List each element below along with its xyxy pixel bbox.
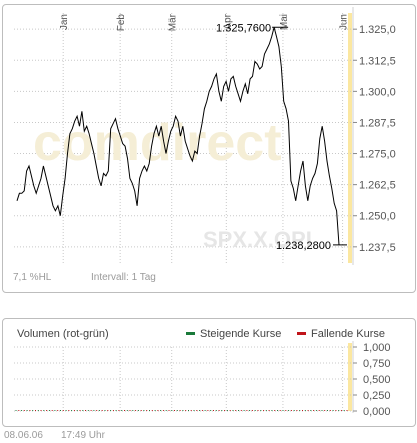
footer-time: 17:49 Uhr [61, 430, 105, 441]
current-day-highlight [348, 13, 352, 263]
y-tick-label: 0,000 [363, 406, 391, 418]
month-labels: Jan Feb Mär Apr Mai Jun [59, 13, 349, 31]
volume-grid [14, 341, 354, 413]
legend-swatch-falling [297, 332, 306, 335]
price-series [16, 27, 340, 245]
y-tick-label: 1,000 [363, 342, 391, 354]
y-tick-label: 0,250 [363, 390, 391, 402]
price-grid [14, 7, 354, 265]
month-label: Mär [168, 13, 179, 31]
high-label: 1.325,7600 [216, 22, 271, 34]
legend-label-falling: Fallende Kurse [311, 328, 385, 340]
hl-percent: 7,1 %HL [13, 272, 52, 283]
y-tick-label: 1.300,0 [359, 86, 396, 98]
volume-chart: 1,000 0,750 0,500 0,250 0,000 Volumen (rot-g… [14, 328, 391, 418]
month-label: Feb [116, 14, 127, 32]
current-day-highlight [348, 343, 352, 411]
volume-title: Volumen (rot-grün) [17, 328, 109, 340]
price-chart-panel: comdirect SPX.X.OPI Jan Feb Mär Apr Mai Jun 1.… [2, 4, 416, 293]
price-chart: comdirect SPX.X.OPI Jan Feb Mär Apr Mai Jun 1.… [13, 7, 396, 283]
price-markers: 1.325,7600 1.238,2800 [216, 22, 347, 252]
symbol-watermark: SPX.X.OPI [203, 227, 312, 252]
y-tick-label: 0,500 [363, 374, 391, 386]
volume-header: Volumen (rot-grün) Steigende Kurse Fallend… [17, 328, 385, 340]
price-footer: 7,1 %HL Intervall: 1 Tag [13, 272, 156, 283]
month-label: Jun [339, 14, 350, 30]
y-tick-label: 1.325,0 [359, 24, 396, 36]
y-tick-label: 1.287,5 [359, 117, 396, 129]
volume-y-axis: 1,000 0,750 0,500 0,250 0,000 [353, 342, 391, 418]
month-label: Jan [59, 14, 70, 30]
y-tick-label: 1.275,0 [359, 149, 396, 161]
y-tick-label: 1.250,0 [359, 211, 396, 223]
price-y-axis: 1.325,0 1.312,5 1.300,0 1.287,5 1.275,0 1.262… [353, 24, 396, 254]
volume-chart-panel: 1,000 0,750 0,500 0,250 0,000 Volumen (rot-g… [2, 318, 416, 427]
y-tick-label: 1.262,5 [359, 180, 396, 192]
legend-swatch-rising [186, 332, 195, 335]
low-label: 1.238,2800 [276, 240, 331, 252]
logo-watermark: comdirect [33, 114, 282, 172]
legend-label-rising: Steigende Kurse [200, 328, 281, 340]
volume-baseline [15, 410, 348, 411]
y-tick-label: 0,750 [363, 358, 391, 370]
month-label: Mai [279, 14, 290, 30]
y-tick-label: 1.237,5 [359, 242, 396, 254]
footer-date: 08.06.06 [4, 430, 43, 441]
interval-label: Intervall: 1 Tag [91, 272, 156, 283]
watermark: comdirect SPX.X.OPI [33, 114, 312, 252]
y-tick-label: 1.312,5 [359, 55, 396, 67]
month-label: Apr [222, 13, 233, 29]
